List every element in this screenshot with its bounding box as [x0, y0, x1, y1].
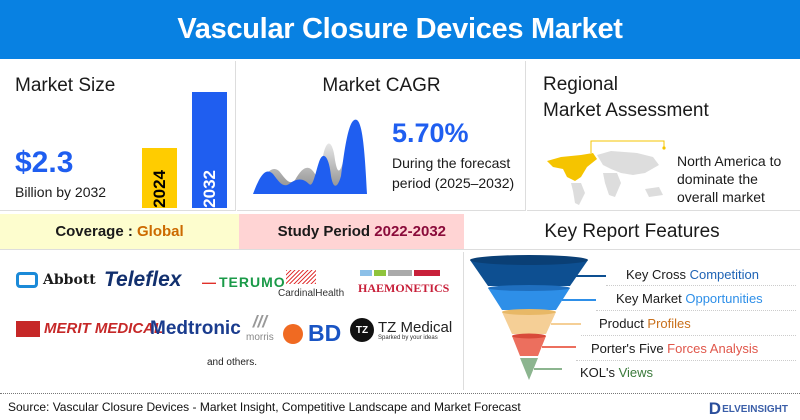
market-cagr-panel: Market CAGR 5.70% During the forecast pe… — [237, 61, 526, 211]
regional-panel: Regional Market Assessment North America… — [527, 61, 800, 211]
feature-prefix: KOL's — [580, 365, 619, 380]
regional-title: Regional Market Assessment — [543, 72, 709, 124]
key-features-funnel: Key Cross Competition Key Market Opportu… — [466, 252, 800, 390]
haemonetics-bars-icon — [360, 270, 440, 276]
regional-title-line2: Market Assessment — [543, 100, 709, 121]
logo-terumo-text: TERUMO — [219, 274, 286, 290]
company-logos: Abbott Teleflex — TERUMO CardinalHealth H… — [0, 252, 464, 390]
logo-tz-medical: TZ TZ Medical Sparked by your ideas — [350, 318, 452, 342]
feature-product-profiles: Product Profiles — [599, 316, 691, 331]
feature-key-market-opportunities: Key Market Opportunities — [616, 291, 763, 306]
study-period-label: Study Period — [277, 223, 375, 240]
bar-2024-label: 2024 — [149, 170, 169, 208]
page-title: Vascular Closure Devices Market — [177, 13, 623, 45]
market-cagr-title: Market CAGR — [322, 75, 441, 96]
terumo-swoosh-icon: — — [202, 274, 217, 290]
study-period-value: 2022-2032 — [374, 223, 446, 240]
bar-2032: 2032 — [192, 92, 227, 208]
delveinsight-logo: D ELVEINSIGHT — [709, 399, 788, 419]
brand-text: ELVEINSIGHT — [722, 403, 788, 415]
market-cagr-value: 5.70% — [392, 118, 469, 148]
logo-medtronic: Medtronic — [150, 318, 241, 339]
divider — [576, 360, 796, 361]
logo-terumo: — TERUMO — [202, 274, 286, 290]
market-size-value: $2.3 — [15, 146, 74, 179]
logo-morris: /// morris — [246, 312, 274, 343]
header-banner: Vascular Closure Devices Market — [0, 0, 800, 59]
logo-bd-text: BD — [308, 320, 342, 346]
regional-note: North America to dominate the overall ma… — [677, 152, 781, 206]
logo-abbott-text: Abbott — [43, 272, 96, 288]
feature-key-cross-competition: Key Cross Competition — [626, 267, 759, 282]
logo-merit-text: MERIT MEDICAL — [44, 320, 164, 337]
cardinal-mark-icon — [286, 270, 316, 284]
feature-highlight: Forces Analysis — [667, 341, 759, 356]
regional-title-line1: Regional — [543, 74, 618, 95]
key-features-heading: Key Report Features — [464, 214, 800, 249]
world-map-icon — [547, 140, 666, 205]
coverage-value: Global — [137, 223, 184, 240]
feature-prefix: Key Cross — [626, 267, 690, 282]
others-text: and others. — [206, 357, 258, 368]
merit-icon — [16, 320, 40, 337]
divider — [581, 335, 796, 336]
feature-prefix: Key Market — [616, 291, 686, 306]
bd-sun-icon — [283, 323, 303, 344]
logo-tz-tagline: Sparked by your ideas — [378, 334, 438, 341]
feature-porters-five-forces: Porter's Five Forces Analysis — [591, 341, 758, 356]
feature-highlight: Opportunities — [685, 291, 763, 306]
regional-note-line1: North America to — [677, 153, 782, 169]
logo-abbott: Abbott — [16, 272, 96, 288]
feature-prefix: Product — [599, 316, 648, 331]
source-text: Source: Vascular Closure Devices - Marke… — [8, 400, 521, 414]
market-cagr-subtitle: During the forecast period (2025–2032) — [392, 153, 514, 193]
divider — [606, 285, 796, 286]
feature-highlight: Competition — [689, 267, 759, 282]
market-size-title: Market Size — [15, 75, 116, 96]
regional-note-line2: dominate the — [677, 171, 758, 187]
bar-2032-label: 2032 — [199, 170, 219, 208]
cagr-sub-line2: period (2025–2032) — [392, 175, 515, 191]
tz-icon: TZ — [350, 318, 374, 342]
funnel-graphic-icon — [470, 255, 606, 380]
logo-tz-text: TZ Medical — [378, 318, 453, 336]
feature-kols-views: KOL's Views — [580, 365, 653, 380]
feature-highlight: Profiles — [647, 316, 691, 331]
logo-morris-text: morris — [246, 332, 274, 343]
logo-bd: BD — [283, 320, 341, 347]
footer-divider — [0, 393, 800, 394]
coverage-strip: Coverage : Global — [0, 214, 239, 249]
market-size-subtitle: Billion by 2032 — [15, 184, 107, 200]
cagr-sub-line1: During the forecast — [392, 155, 511, 171]
logo-teleflex: Teleflex — [104, 268, 182, 291]
regional-note-line3: overall market — [677, 189, 765, 205]
abbott-icon — [16, 272, 38, 288]
divider — [596, 310, 796, 311]
logo-haemonetics: HAEMONETICS — [358, 281, 450, 295]
study-period-strip: Study Period 2022-2032 — [239, 214, 464, 249]
brand-initial: D — [708, 399, 722, 418]
feature-prefix: Porter's Five — [591, 341, 668, 356]
morris-icon: /// — [252, 312, 267, 331]
wave-chart-icon — [253, 119, 367, 194]
feature-highlight: Views — [618, 365, 654, 380]
coverage-label: Coverage : — [55, 223, 138, 240]
divider — [0, 249, 800, 250]
market-size-panel: Market Size $2.3 Billion by 2032 2024 20… — [0, 61, 236, 211]
logo-cardinal-health: CardinalHealth — [278, 288, 345, 299]
bar-2024: 2024 — [142, 148, 177, 208]
logo-merit-medical: MERIT MEDICAL — [16, 320, 163, 337]
